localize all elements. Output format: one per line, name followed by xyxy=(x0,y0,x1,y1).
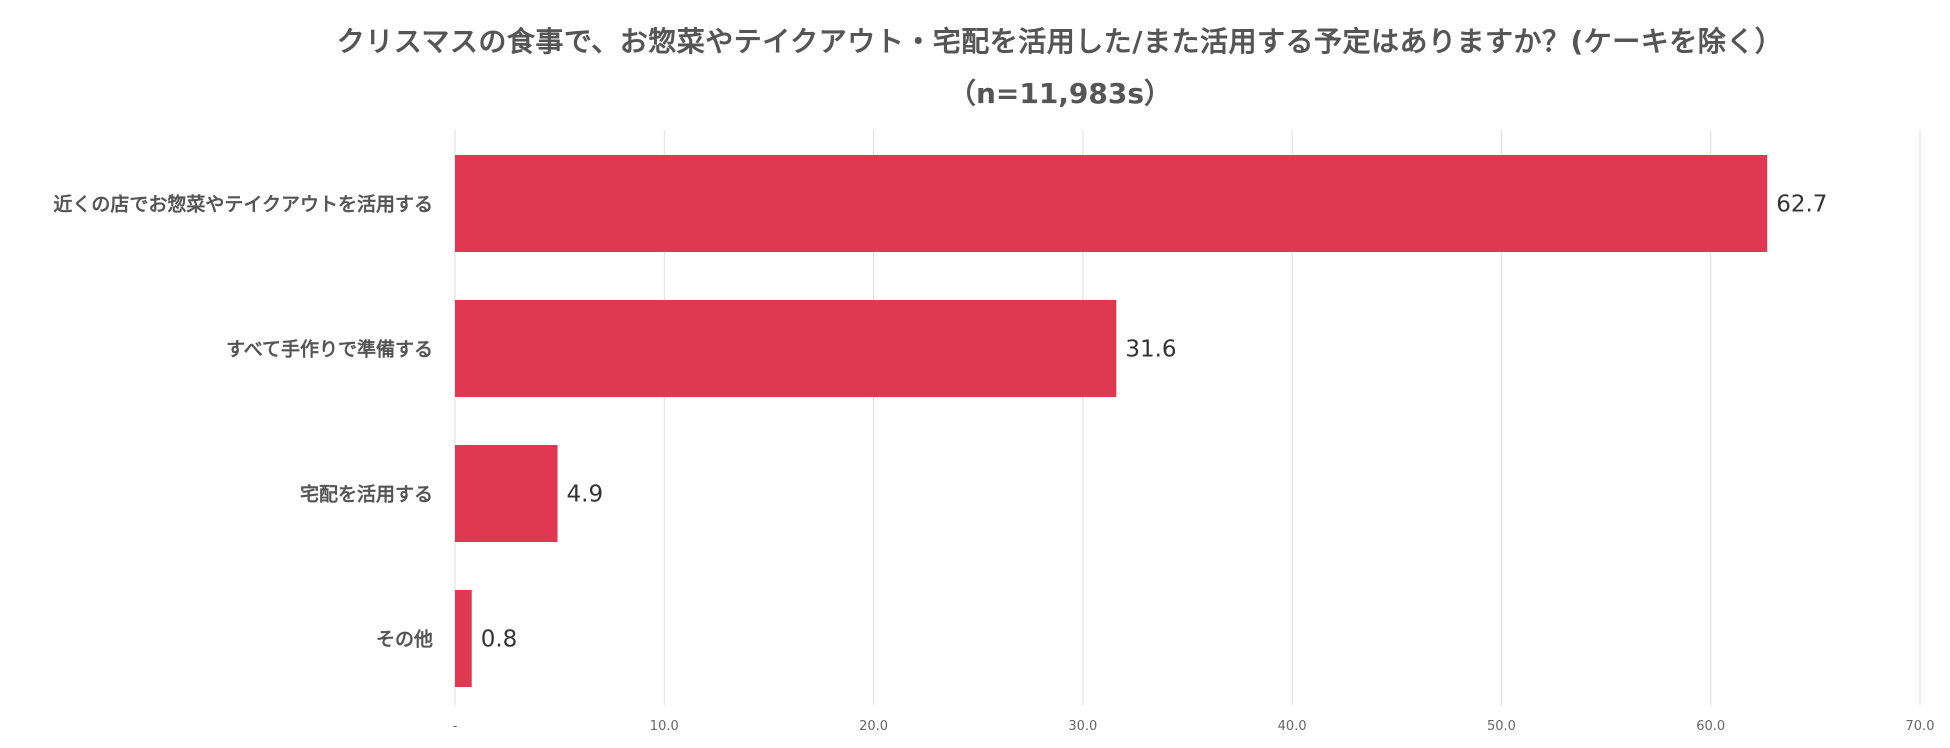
x-tick-label: 40.0 xyxy=(1278,719,1307,734)
x-tick-label: 70.0 xyxy=(1906,719,1935,734)
bar xyxy=(455,300,1117,397)
data-label: 31.6 xyxy=(1125,337,1176,363)
bars xyxy=(455,155,1768,687)
category-label: すべて手作りで準備する xyxy=(226,338,433,361)
bar xyxy=(455,155,1768,252)
data-label: 4.9 xyxy=(567,482,604,508)
data-label: 0.8 xyxy=(481,627,518,653)
x-tick-label: - xyxy=(453,719,458,734)
value-labels: 62.7 31.6 4.9 0.8 xyxy=(481,192,1828,653)
x-tick-label: 10.0 xyxy=(650,719,679,734)
category-label: その他 xyxy=(376,628,433,651)
data-label: 62.7 xyxy=(1776,192,1827,218)
category-labels: 近くの店でお惣菜やテイクアウトを活用するすべて手作りで準備する宅配を活用するその… xyxy=(53,193,433,651)
x-tick-label: 20.0 xyxy=(859,719,888,734)
bar xyxy=(455,445,558,542)
x-tick-label: 50.0 xyxy=(1487,719,1516,734)
category-label: 近くの店でお惣菜やテイクアウトを活用する xyxy=(53,193,433,216)
chart-subtitle: （n=11,983s） xyxy=(947,77,1173,110)
chart-title: クリスマスの食事で、お惣菜やテイクアウト・宅配を活用した/また活用する予定はあり… xyxy=(336,25,1784,58)
bar xyxy=(455,590,472,687)
x-axis-ticks: - 10.0 20.0 30.0 40.0 50.0 60.0 70.0 xyxy=(453,719,1935,734)
x-tick-label: 60.0 xyxy=(1696,719,1725,734)
x-tick-label: 30.0 xyxy=(1068,719,1097,734)
category-label: 宅配を活用する xyxy=(300,483,433,506)
